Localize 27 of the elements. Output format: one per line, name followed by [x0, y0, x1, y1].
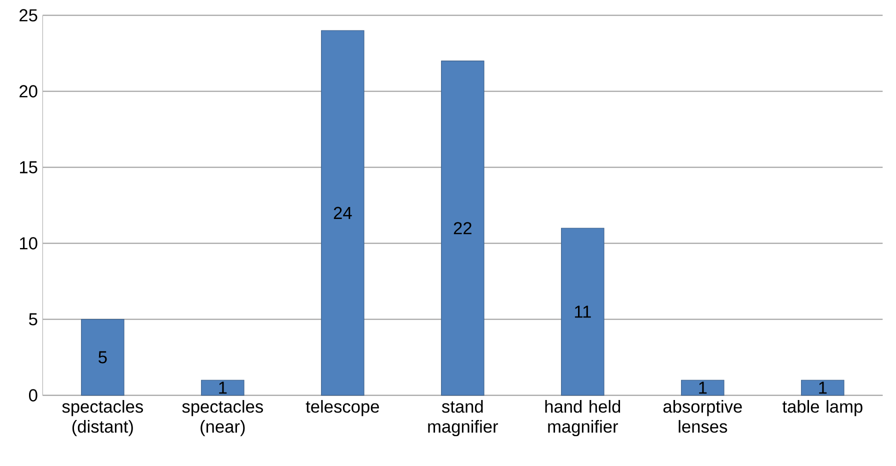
x-tick-label: absorptive lenses	[663, 400, 742, 433]
x-tick-label: hand held magnifier	[545, 400, 620, 436]
bar	[441, 60, 484, 396]
data-label: 22	[454, 222, 472, 234]
x-tick-label: spectacles (near)	[182, 400, 263, 436]
y-tick-label: 5	[29, 313, 38, 326]
y-tick-label: 10	[20, 237, 38, 250]
data-label: 5	[98, 351, 107, 364]
x-tick-label: telescope	[306, 400, 379, 416]
bar	[321, 30, 364, 396]
y-tick-label: 15	[20, 161, 38, 174]
y-tick-label: 20	[20, 85, 38, 98]
data-label: 1	[699, 382, 707, 394]
bar	[801, 380, 844, 396]
bar	[681, 380, 724, 396]
bar	[201, 380, 244, 396]
data-label: 1	[219, 382, 227, 394]
y-tick-label: 25	[20, 9, 38, 22]
bar	[561, 228, 604, 396]
x-tick-label: spectacles (distant)	[62, 400, 143, 436]
y-tick-label: 0	[28, 389, 38, 402]
data-label: 11	[574, 306, 591, 318]
data-label: 1	[819, 382, 827, 394]
x-tick-label: stand magnifier	[428, 400, 498, 436]
bar	[81, 319, 124, 396]
data-label: 24	[334, 206, 352, 219]
x-tick-label: table lamp	[782, 400, 862, 416]
